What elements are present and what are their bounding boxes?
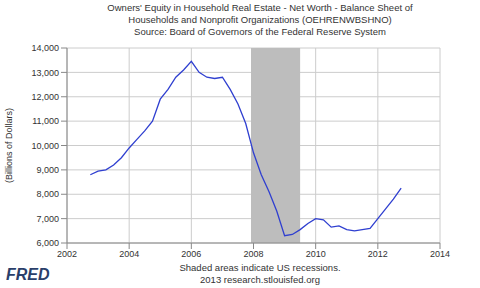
- svg-text:8,000: 8,000: [36, 189, 59, 199]
- svg-text:13,000: 13,000: [31, 68, 59, 78]
- html-text:Shaded areas indicate US reces: Shaded areas indicate US recessions.: [179, 262, 341, 273]
- svg-text:2012: 2012: [368, 249, 388, 259]
- svg-text:12,000: 12,000: [31, 92, 59, 102]
- html-text:FRED: FRED: [6, 266, 50, 283]
- svg-text:2010: 2010: [306, 249, 326, 259]
- html-text:Source: Board of Governors of: Source: Board of Governors of the Federa…: [134, 26, 386, 37]
- svg-text:2004: 2004: [119, 249, 139, 259]
- svg-text:6,000: 6,000: [36, 238, 59, 248]
- svg-text:2006: 2006: [181, 249, 201, 259]
- svg-text:2002: 2002: [57, 249, 77, 259]
- svg-text:2008: 2008: [243, 249, 263, 259]
- html-text:2013 research.stlouisfed.org: 2013 research.stlouisfed.org: [200, 274, 320, 285]
- svg-text:7,000: 7,000: [36, 214, 59, 224]
- svg-text:10,000: 10,000: [31, 141, 59, 151]
- svg-text:11,000: 11,000: [32, 116, 59, 126]
- svg-text:14,000: 14,000: [31, 43, 59, 53]
- svg-text:2014: 2014: [430, 249, 450, 259]
- html-text:Owners' Equity in Household Re: Owners' Equity in Household Real Estate …: [107, 2, 413, 25]
- svg-text:(Billions of Dollars): (Billions of Dollars): [8, 108, 14, 183]
- svg-text:9,000: 9,000: [36, 165, 59, 175]
